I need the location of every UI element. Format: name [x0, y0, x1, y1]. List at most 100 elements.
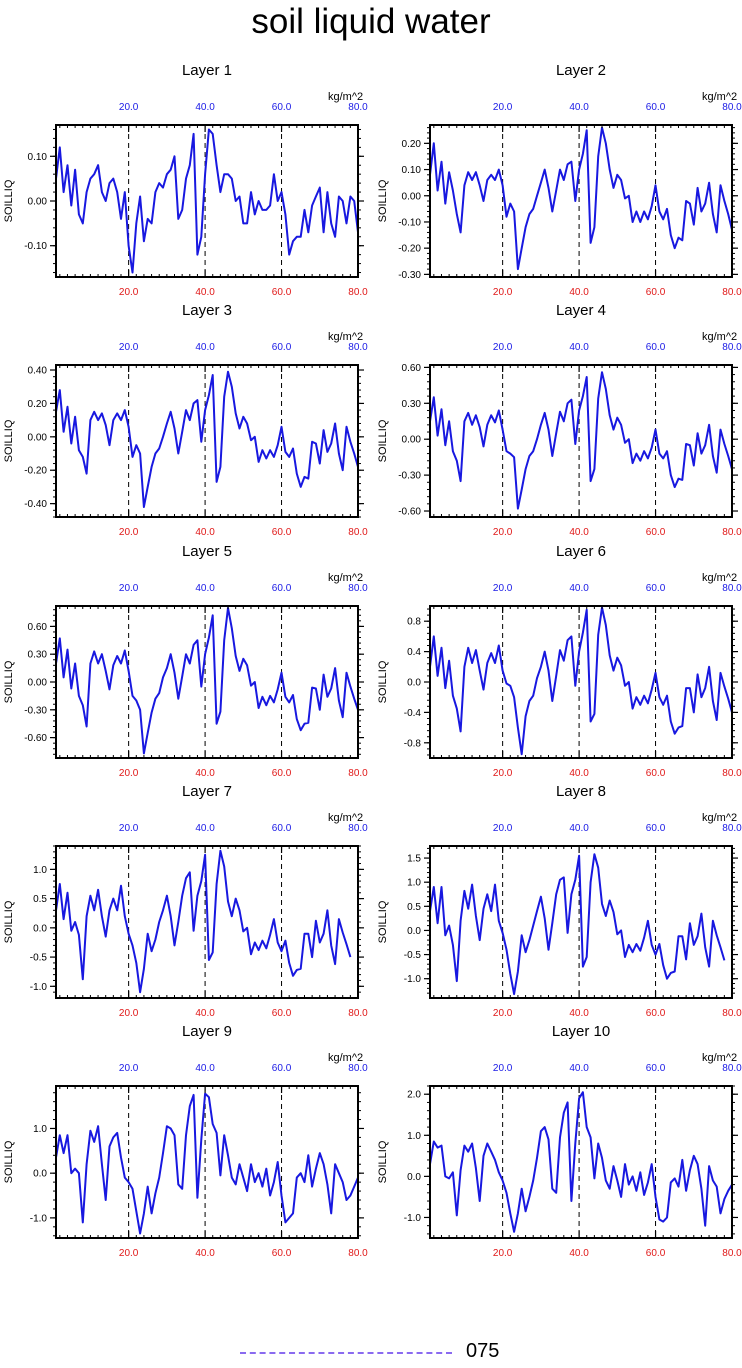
x-tick-label-top: 20.0 — [119, 342, 139, 353]
x-tick-label-bottom: 60.0 — [646, 287, 666, 298]
y-tick-label: 0.20 — [402, 139, 422, 150]
plot-frame — [429, 1085, 733, 1239]
top-unit-label: kg/m^2 — [328, 812, 363, 824]
x-tick-label-top: 40.0 — [195, 102, 215, 113]
plot-frame — [429, 364, 733, 518]
chart-panel-10: Layer 10 kg/m^2 SOILLIQ 20.0 20.0 40.0 40.0 60.… — [377, 1023, 742, 1259]
series-line — [429, 126, 733, 271]
y-tick-label: -0.8 — [404, 738, 422, 749]
series-line — [55, 370, 359, 508]
x-tick-label-bottom: 40.0 — [195, 1248, 215, 1259]
x-tick-label-bottom: 80.0 — [722, 287, 742, 298]
x-tick-label-top: 80.0 — [348, 1063, 368, 1074]
y-tick-label: 0.30 — [28, 650, 48, 661]
series-line — [429, 606, 733, 756]
panel-title: Layer 3 — [182, 302, 232, 319]
x-tick-label-bottom: 60.0 — [646, 768, 666, 779]
x-tick-label-bottom: 40.0 — [195, 527, 215, 538]
y-tick-label: -0.10 — [398, 217, 421, 228]
y-tick-label: 0.5 — [407, 902, 421, 913]
y-tick-label: 1.0 — [407, 878, 421, 889]
x-tick-label-top: 80.0 — [722, 102, 742, 113]
chart-panel-9: Layer 9 kg/m^2 SOILLIQ 20.0 20.0 40.0 40.0 60.0… — [3, 1023, 368, 1259]
x-tick-label-top: 20.0 — [493, 1063, 513, 1074]
x-tick-label-bottom: 80.0 — [722, 1248, 742, 1259]
y-tick-label: -0.30 — [398, 471, 421, 482]
x-tick-label-top: 60.0 — [646, 823, 666, 834]
y-tick-label: 0.00 — [28, 678, 48, 689]
x-tick-label-top: 20.0 — [119, 1063, 139, 1074]
top-unit-label: kg/m^2 — [702, 812, 737, 824]
series-line — [55, 606, 359, 755]
x-tick-label-top: 80.0 — [348, 823, 368, 834]
x-tick-label-top: 60.0 — [646, 1063, 666, 1074]
x-tick-label-bottom: 20.0 — [493, 768, 513, 779]
y-tick-label: 0.5 — [33, 894, 47, 905]
x-tick-label-top: 80.0 — [348, 102, 368, 113]
top-unit-label: kg/m^2 — [328, 331, 363, 343]
y-tick-label: 0.10 — [402, 165, 422, 176]
x-tick-label-top: 40.0 — [569, 823, 589, 834]
series-line — [55, 128, 359, 274]
panel-title: Layer 5 — [182, 543, 232, 560]
x-tick-label-top: 40.0 — [195, 583, 215, 594]
y-tick-label: 0.40 — [28, 366, 48, 377]
x-tick-label-top: 80.0 — [722, 1063, 742, 1074]
y-tick-label: -0.4 — [404, 708, 422, 719]
x-tick-label-bottom: 40.0 — [569, 768, 589, 779]
x-tick-label-top: 60.0 — [646, 342, 666, 353]
y-tick-label: -0.20 — [398, 244, 421, 255]
x-tick-label-top: 20.0 — [493, 583, 513, 594]
chart-panel-6: Layer 6 kg/m^2 SOILLIQ 20.0 20.0 40.0 40.0 60.0… — [377, 543, 742, 779]
x-tick-label-bottom: 20.0 — [119, 768, 139, 779]
x-tick-label-bottom: 80.0 — [348, 1248, 368, 1259]
panel-title: Layer 2 — [556, 62, 606, 79]
x-tick-label-bottom: 20.0 — [119, 527, 139, 538]
y-tick-label: 0.0 — [407, 926, 421, 937]
x-tick-label-top: 60.0 — [646, 583, 666, 594]
x-tick-label-top: 40.0 — [195, 1063, 215, 1074]
y-tick-label: 0.0 — [407, 1172, 421, 1183]
panel-title: Layer 6 — [556, 543, 606, 560]
x-tick-label-bottom: 40.0 — [195, 287, 215, 298]
y-axis-label: SOILLIQ — [377, 660, 389, 703]
plot-frame — [429, 845, 733, 999]
panel-title: Layer 8 — [556, 783, 606, 800]
y-tick-label: 0.60 — [402, 363, 422, 374]
y-tick-label: 0.00 — [402, 191, 422, 202]
y-axis-label: SOILLIQ — [377, 419, 389, 462]
x-tick-label-top: 20.0 — [119, 823, 139, 834]
x-tick-label-bottom: 40.0 — [195, 1008, 215, 1019]
x-tick-label-bottom: 20.0 — [119, 287, 139, 298]
x-tick-label-bottom: 60.0 — [272, 1248, 292, 1259]
x-tick-label-top: 80.0 — [722, 583, 742, 594]
y-axis-label: SOILLIQ — [3, 419, 15, 462]
chart-panel-5: Layer 5 kg/m^2 SOILLIQ 20.0 20.0 40.0 40.0 60.0… — [3, 543, 368, 779]
x-tick-label-top: 20.0 — [119, 102, 139, 113]
top-unit-label: kg/m^2 — [702, 1052, 737, 1064]
top-unit-label: kg/m^2 — [328, 1052, 363, 1064]
y-tick-label: 0.00 — [28, 432, 48, 443]
x-tick-label-bottom: 60.0 — [272, 1008, 292, 1019]
x-tick-label-top: 80.0 — [348, 583, 368, 594]
x-tick-label-bottom: 60.0 — [272, 768, 292, 779]
x-tick-label-top: 40.0 — [569, 1063, 589, 1074]
legend-label: 075 — [466, 1340, 500, 1362]
y-tick-label: 0.30 — [402, 399, 422, 410]
y-tick-label: -0.10 — [24, 241, 47, 252]
series-line — [429, 853, 726, 996]
x-tick-label-top: 80.0 — [722, 823, 742, 834]
x-tick-label-top: 60.0 — [272, 102, 292, 113]
x-tick-label-bottom: 60.0 — [272, 287, 292, 298]
y-axis-label: SOILLIQ — [377, 900, 389, 943]
y-tick-label: -1.0 — [30, 1213, 48, 1224]
x-tick-label-bottom: 60.0 — [646, 1248, 666, 1259]
x-tick-label-bottom: 80.0 — [348, 287, 368, 298]
y-tick-label: -0.40 — [24, 499, 47, 510]
y-tick-label: -0.60 — [24, 733, 47, 744]
x-tick-label-top: 20.0 — [493, 823, 513, 834]
page-title: soil liquid water — [251, 2, 491, 41]
y-tick-label: 0.0 — [407, 678, 421, 689]
